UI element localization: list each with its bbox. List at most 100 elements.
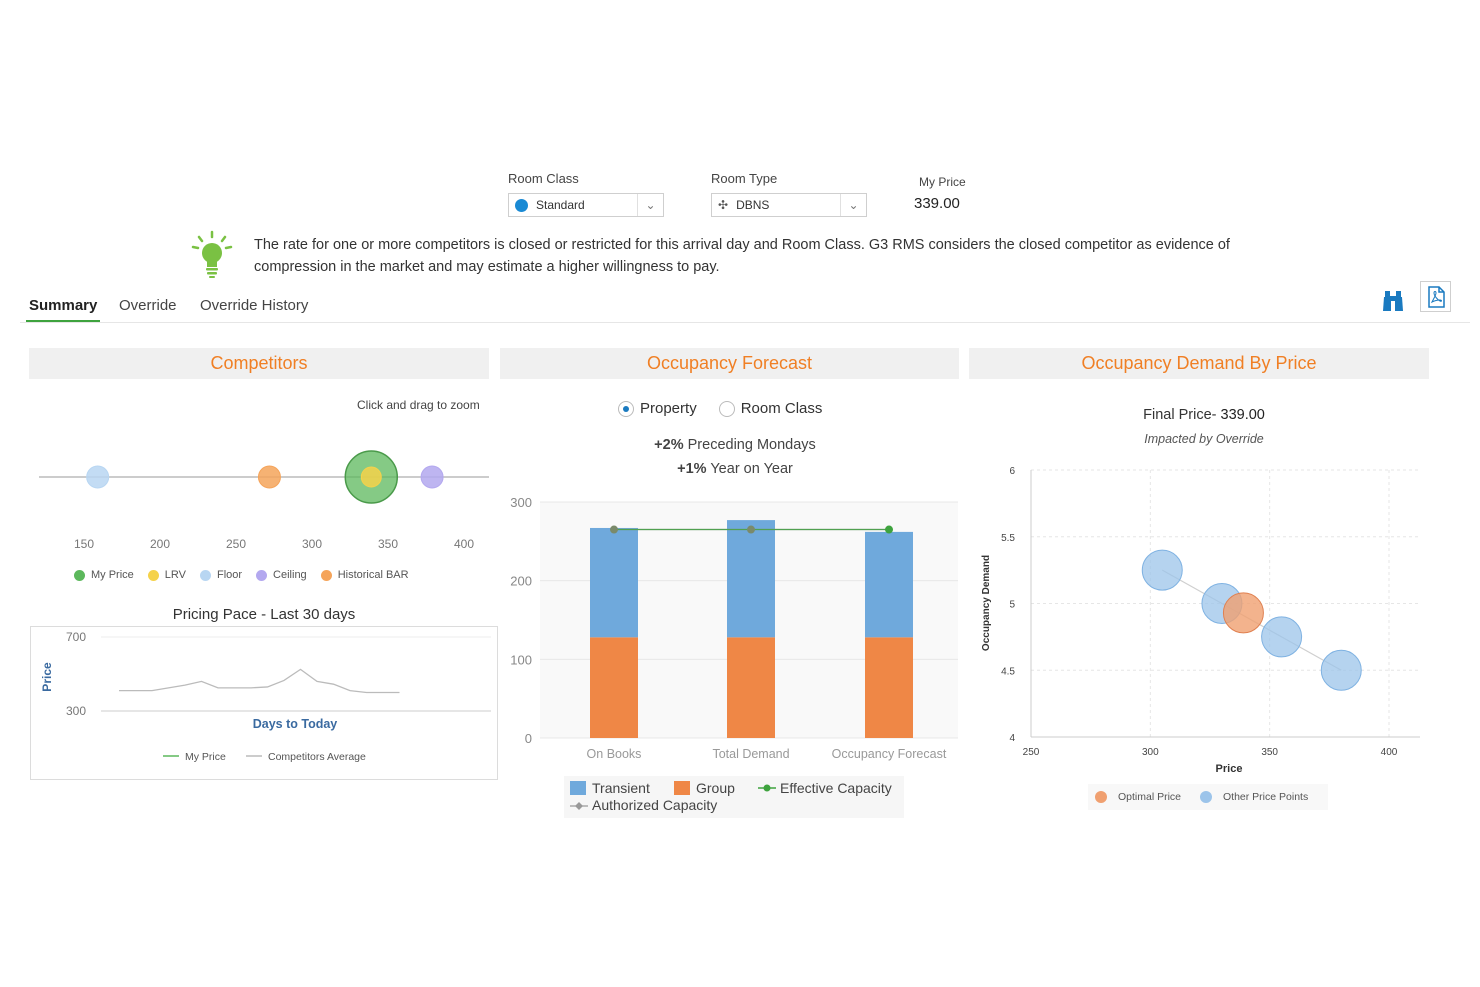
competitors-point-lrv[interactable] [360,466,382,488]
occupancy-forecast-chart[interactable]: 0 100 200 300 On Books Total Demand Occupancy… [500,490,960,770]
tab-override[interactable]: Override [119,297,177,314]
bar-transient-0[interactable] [590,527,638,638]
tab-summary[interactable]: Summary [29,297,98,314]
bar-category-label: On Books [587,747,642,761]
pace-y-label: Price [40,662,54,692]
effective-capacity-point[interactable] [747,525,755,534]
demand-y-label: Occupancy Demand [981,555,992,651]
competitors-x-tick: 250 [226,537,246,551]
legend-lrv[interactable]: LRV [147,569,186,581]
legend-dot-icon [74,569,85,581]
bar-transient-1[interactable] [727,520,775,638]
effective-capacity-point[interactable] [610,525,618,534]
effective-capacity-point[interactable] [885,525,893,534]
active-tab-indicator [26,320,100,323]
demand-x-label: Price [1216,763,1243,775]
demand-x-tick: 300 [1142,747,1159,758]
bar-category-label: Total Demand [712,747,789,761]
legend-dot-icon [147,569,159,581]
pace-legend-competitors[interactable]: Competitors Average [268,751,366,763]
tabs-divider [20,322,1470,323]
legend-my-price[interactable]: My Price [74,569,134,581]
notice-line-2: compression in the market and may estima… [254,259,720,275]
legend-other-price-points[interactable]: Other Price Points [1223,791,1309,803]
competitors-point-floor[interactable] [86,465,110,489]
legend-group[interactable]: Group [696,780,735,796]
demand-x-tick: 350 [1261,747,1278,758]
legend-dot-icon [1200,791,1212,803]
pace-x-label: Days to Today [253,717,338,731]
zoom-hint: Click and drag to zoom [357,398,480,412]
bar-y-tick: 300 [510,495,532,510]
demand-y-tick: 4.5 [1001,666,1015,677]
demand-x-tick: 400 [1381,747,1398,758]
room-type-value: DBNS [736,198,770,212]
pricing-pace-chart[interactable]: Price 300 700 Days to Today My Price Comp… [31,627,497,779]
chevron-down-icon[interactable]: ⌄ [637,194,663,216]
room-class-select[interactable]: Standard ⌄ [508,193,664,217]
legend-historical-bar[interactable]: Historical BAR [320,569,409,581]
my-price-value: 339.00 [914,195,960,212]
other-price-point[interactable] [1141,549,1183,591]
competitors-point-ceiling[interactable] [420,465,444,489]
lightbulb-icon [191,230,233,278]
legend-floor[interactable]: Floor [199,569,242,581]
stat-year-on-year: +1% Year on Year [677,461,793,477]
final-price: Final Price- 339.00 [1143,407,1265,423]
legend-transient[interactable]: Transient [592,780,650,796]
legend-authorized-capacity[interactable]: Authorized Capacity [592,797,718,813]
bar-y-tick: 0 [525,731,532,746]
demand-y-tick: 6 [1009,466,1015,477]
room-class-color-icon [515,198,528,212]
pricing-pace-title: Pricing Pace - Last 30 days [172,606,356,623]
pace-y-tick: 700 [66,630,86,644]
bar-group-2[interactable] [865,637,913,738]
demand-y-tick: 5.5 [1001,533,1015,544]
bar-transient-2[interactable] [865,531,913,638]
demand-by-price-chart[interactable]: 4 4.5 5 5.5 6 250 300 350 400 Price Occupancy De… [975,460,1445,780]
pdf-export-button[interactable] [1420,281,1451,312]
bar-group-0[interactable] [590,637,638,738]
demand-legend: Optimal Price Other Price Points [1088,784,1328,810]
legend-optimal-price[interactable]: Optimal Price [1118,791,1182,803]
demand-y-tick: 4 [1009,733,1015,744]
notice-line-1: The rate for one or more competitors is … [254,237,1230,253]
chevron-down-icon[interactable]: ⌄ [840,194,866,216]
legend-ceiling[interactable]: Ceiling [256,569,307,581]
radio-room-class[interactable]: Room Class [718,400,822,417]
bar-category-label: Occupancy Forecast [832,747,947,761]
radio-property[interactable]: Property [618,400,697,417]
room-type-select[interactable]: ✣ DBNS ⌄ [711,193,867,217]
optimal-price-point[interactable] [1222,592,1264,634]
competitors-panel-header: Competitors [29,348,489,379]
competitors-legend: My Price LRV Floor Ceiling Historical BA… [74,569,423,581]
impacted-by-override: Impacted by Override [1144,432,1264,446]
room-type-icon: ✣ [718,198,729,212]
my-price-label: My Price [919,175,966,189]
pricing-pace-box [30,626,498,780]
notice-text: The rate for one or more competitors is … [254,234,1334,278]
occupancy-forecast-panel-header: Occupancy Forecast [500,348,959,379]
other-price-point[interactable] [1261,616,1303,658]
room-type-label: Room Type [711,171,778,186]
radio-checked-icon [618,400,634,417]
competitors-x-tick: 350 [378,537,398,551]
competitors-point-historical-bar[interactable] [257,465,281,489]
other-price-point[interactable] [1320,649,1362,691]
demand-x-tick: 250 [1023,747,1040,758]
occupancy-legend: Transient Group Effective Capacity Autho… [564,776,904,818]
radio-group: Property Room Class [618,400,822,417]
pace-legend-my-price[interactable]: My Price [185,751,226,763]
binoculars-icon[interactable] [1381,289,1405,313]
room-class-value: Standard [536,198,585,212]
tab-override-history[interactable]: Override History [200,297,309,314]
competitors-x-tick: 300 [302,537,322,551]
bar-y-tick: 200 [510,574,532,589]
bar-group-1[interactable] [727,637,775,738]
pace-line-competitors-average[interactable] [119,668,400,694]
competitors-chart[interactable]: 150 200 250 300 350 400 [29,420,491,560]
legend-effective-capacity[interactable]: Effective Capacity [780,780,892,796]
bar-y-tick: 100 [510,652,532,667]
legend-dot-icon [256,569,268,581]
legend-group-swatch [674,781,690,795]
